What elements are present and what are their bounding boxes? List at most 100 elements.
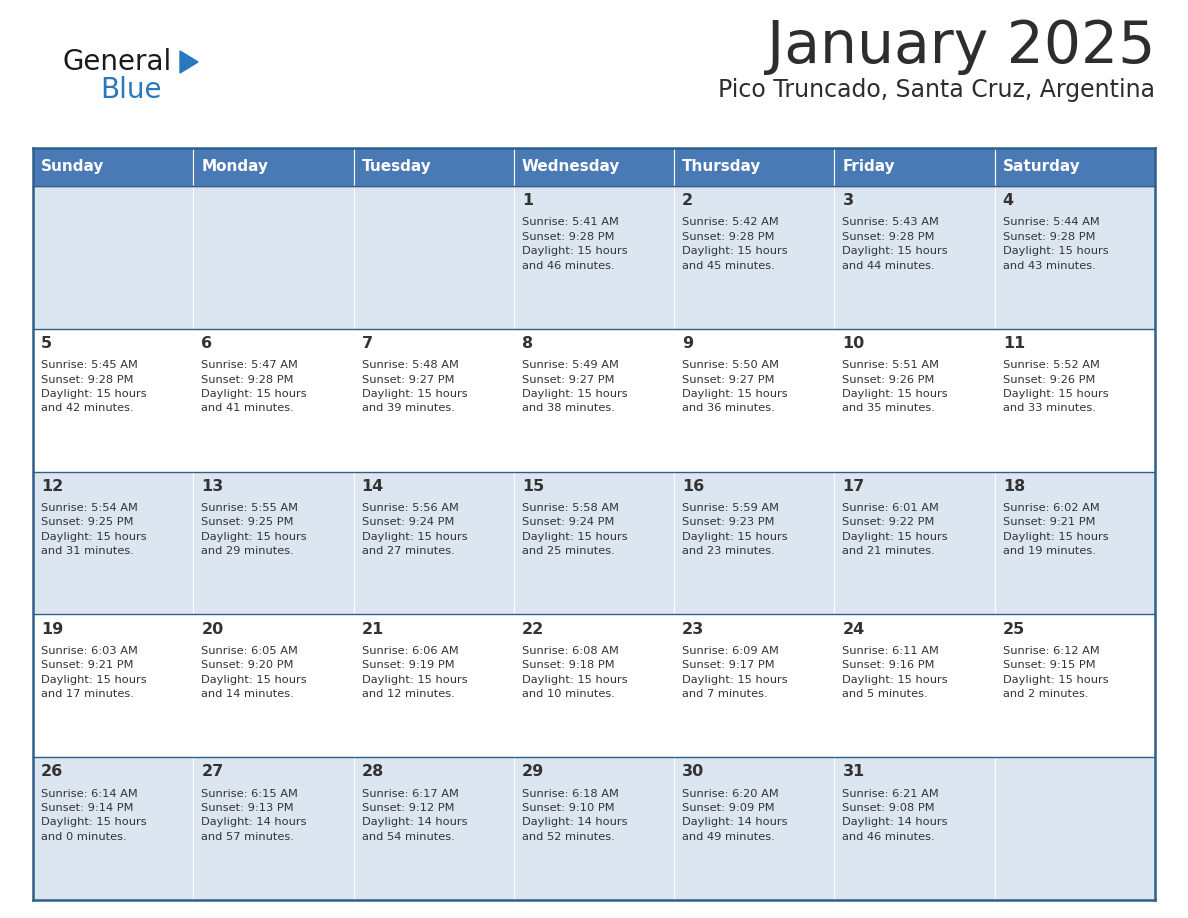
Bar <box>514 472 674 614</box>
Bar <box>33 186 194 329</box>
Text: Sunrise: 5:47 AM
Sunset: 9:28 PM
Daylight: 15 hours
and 41 minutes.: Sunrise: 5:47 AM Sunset: 9:28 PM Dayligh… <box>201 360 307 413</box>
Text: Saturday: Saturday <box>1003 160 1080 174</box>
Text: Sunrise: 5:59 AM
Sunset: 9:23 PM
Daylight: 15 hours
and 23 minutes.: Sunrise: 5:59 AM Sunset: 9:23 PM Dayligh… <box>682 503 788 556</box>
Bar <box>514 757 674 900</box>
Text: Blue: Blue <box>100 76 162 104</box>
Bar <box>674 186 834 329</box>
Text: 10: 10 <box>842 336 865 351</box>
Text: Sunrise: 6:06 AM
Sunset: 9:19 PM
Daylight: 15 hours
and 12 minutes.: Sunrise: 6:06 AM Sunset: 9:19 PM Dayligh… <box>361 646 467 699</box>
Bar <box>33 472 194 614</box>
Text: Sunrise: 6:09 AM
Sunset: 9:17 PM
Daylight: 15 hours
and 7 minutes.: Sunrise: 6:09 AM Sunset: 9:17 PM Dayligh… <box>682 646 788 699</box>
Text: Sunrise: 5:52 AM
Sunset: 9:26 PM
Daylight: 15 hours
and 33 minutes.: Sunrise: 5:52 AM Sunset: 9:26 PM Dayligh… <box>1003 360 1108 413</box>
Bar <box>354 757 514 900</box>
Text: 20: 20 <box>201 621 223 636</box>
Text: 5: 5 <box>42 336 52 351</box>
Text: 28: 28 <box>361 765 384 779</box>
Bar <box>834 329 994 472</box>
Text: 16: 16 <box>682 479 704 494</box>
Bar <box>674 329 834 472</box>
Bar <box>354 614 514 757</box>
Text: 13: 13 <box>201 479 223 494</box>
Bar <box>194 472 354 614</box>
Bar <box>674 757 834 900</box>
Text: 19: 19 <box>42 621 63 636</box>
Text: Sunrise: 6:18 AM
Sunset: 9:10 PM
Daylight: 14 hours
and 52 minutes.: Sunrise: 6:18 AM Sunset: 9:10 PM Dayligh… <box>522 789 627 842</box>
Bar <box>194 186 354 329</box>
Text: Sunrise: 5:56 AM
Sunset: 9:24 PM
Daylight: 15 hours
and 27 minutes.: Sunrise: 5:56 AM Sunset: 9:24 PM Dayligh… <box>361 503 467 556</box>
Text: 9: 9 <box>682 336 694 351</box>
Bar <box>354 329 514 472</box>
Text: 15: 15 <box>522 479 544 494</box>
Text: Sunrise: 5:58 AM
Sunset: 9:24 PM
Daylight: 15 hours
and 25 minutes.: Sunrise: 5:58 AM Sunset: 9:24 PM Dayligh… <box>522 503 627 556</box>
Bar <box>194 148 354 186</box>
Text: Sunrise: 5:55 AM
Sunset: 9:25 PM
Daylight: 15 hours
and 29 minutes.: Sunrise: 5:55 AM Sunset: 9:25 PM Dayligh… <box>201 503 307 556</box>
Bar <box>194 757 354 900</box>
Bar <box>994 757 1155 900</box>
Text: 12: 12 <box>42 479 63 494</box>
Text: Sunrise: 5:42 AM
Sunset: 9:28 PM
Daylight: 15 hours
and 45 minutes.: Sunrise: 5:42 AM Sunset: 9:28 PM Dayligh… <box>682 218 788 271</box>
Bar <box>994 614 1155 757</box>
Text: 31: 31 <box>842 765 865 779</box>
Bar <box>514 329 674 472</box>
Bar <box>33 148 194 186</box>
Text: 30: 30 <box>682 765 704 779</box>
Bar <box>994 186 1155 329</box>
Bar <box>33 614 194 757</box>
Bar <box>194 329 354 472</box>
Text: 1: 1 <box>522 193 533 208</box>
Text: Sunrise: 5:48 AM
Sunset: 9:27 PM
Daylight: 15 hours
and 39 minutes.: Sunrise: 5:48 AM Sunset: 9:27 PM Dayligh… <box>361 360 467 413</box>
Text: 22: 22 <box>522 621 544 636</box>
Bar <box>834 186 994 329</box>
Text: Sunrise: 6:05 AM
Sunset: 9:20 PM
Daylight: 15 hours
and 14 minutes.: Sunrise: 6:05 AM Sunset: 9:20 PM Dayligh… <box>201 646 307 699</box>
Bar <box>834 614 994 757</box>
Text: Sunrise: 6:12 AM
Sunset: 9:15 PM
Daylight: 15 hours
and 2 minutes.: Sunrise: 6:12 AM Sunset: 9:15 PM Dayligh… <box>1003 646 1108 699</box>
Text: Sunrise: 5:51 AM
Sunset: 9:26 PM
Daylight: 15 hours
and 35 minutes.: Sunrise: 5:51 AM Sunset: 9:26 PM Dayligh… <box>842 360 948 413</box>
Text: 23: 23 <box>682 621 704 636</box>
Text: Sunrise: 5:45 AM
Sunset: 9:28 PM
Daylight: 15 hours
and 42 minutes.: Sunrise: 5:45 AM Sunset: 9:28 PM Dayligh… <box>42 360 146 413</box>
Bar <box>674 472 834 614</box>
Bar <box>994 472 1155 614</box>
Bar <box>994 329 1155 472</box>
Text: 18: 18 <box>1003 479 1025 494</box>
Text: Tuesday: Tuesday <box>361 160 431 174</box>
Bar <box>514 148 674 186</box>
Bar <box>834 757 994 900</box>
Text: 25: 25 <box>1003 621 1025 636</box>
Text: Thursday: Thursday <box>682 160 762 174</box>
Text: 4: 4 <box>1003 193 1013 208</box>
Bar <box>994 148 1155 186</box>
Bar <box>354 472 514 614</box>
Bar <box>33 329 194 472</box>
Text: Sunrise: 6:08 AM
Sunset: 9:18 PM
Daylight: 15 hours
and 10 minutes.: Sunrise: 6:08 AM Sunset: 9:18 PM Dayligh… <box>522 646 627 699</box>
Bar <box>194 614 354 757</box>
Bar <box>354 186 514 329</box>
Text: Sunrise: 6:02 AM
Sunset: 9:21 PM
Daylight: 15 hours
and 19 minutes.: Sunrise: 6:02 AM Sunset: 9:21 PM Dayligh… <box>1003 503 1108 556</box>
Text: Pico Truncado, Santa Cruz, Argentina: Pico Truncado, Santa Cruz, Argentina <box>718 78 1155 102</box>
Text: 7: 7 <box>361 336 373 351</box>
Text: 8: 8 <box>522 336 533 351</box>
Text: Sunrise: 6:03 AM
Sunset: 9:21 PM
Daylight: 15 hours
and 17 minutes.: Sunrise: 6:03 AM Sunset: 9:21 PM Dayligh… <box>42 646 146 699</box>
Text: Friday: Friday <box>842 160 895 174</box>
Text: 6: 6 <box>201 336 213 351</box>
Text: Sunrise: 6:20 AM
Sunset: 9:09 PM
Daylight: 14 hours
and 49 minutes.: Sunrise: 6:20 AM Sunset: 9:09 PM Dayligh… <box>682 789 788 842</box>
Text: Sunrise: 5:50 AM
Sunset: 9:27 PM
Daylight: 15 hours
and 36 minutes.: Sunrise: 5:50 AM Sunset: 9:27 PM Dayligh… <box>682 360 788 413</box>
Text: Wednesday: Wednesday <box>522 160 620 174</box>
Text: General: General <box>62 48 171 76</box>
Polygon shape <box>181 51 198 73</box>
Text: Sunrise: 5:41 AM
Sunset: 9:28 PM
Daylight: 15 hours
and 46 minutes.: Sunrise: 5:41 AM Sunset: 9:28 PM Dayligh… <box>522 218 627 271</box>
Bar <box>674 614 834 757</box>
Text: 2: 2 <box>682 193 694 208</box>
Bar <box>514 614 674 757</box>
Text: Sunrise: 5:43 AM
Sunset: 9:28 PM
Daylight: 15 hours
and 44 minutes.: Sunrise: 5:43 AM Sunset: 9:28 PM Dayligh… <box>842 218 948 271</box>
Bar <box>834 472 994 614</box>
Text: January 2025: January 2025 <box>766 18 1155 75</box>
Text: Sunrise: 5:44 AM
Sunset: 9:28 PM
Daylight: 15 hours
and 43 minutes.: Sunrise: 5:44 AM Sunset: 9:28 PM Dayligh… <box>1003 218 1108 271</box>
Text: Sunday: Sunday <box>42 160 105 174</box>
Bar <box>33 757 194 900</box>
Text: Sunrise: 5:54 AM
Sunset: 9:25 PM
Daylight: 15 hours
and 31 minutes.: Sunrise: 5:54 AM Sunset: 9:25 PM Dayligh… <box>42 503 146 556</box>
Text: 17: 17 <box>842 479 865 494</box>
Text: 27: 27 <box>201 765 223 779</box>
Bar <box>354 148 514 186</box>
Bar <box>834 148 994 186</box>
Text: Monday: Monday <box>201 160 268 174</box>
